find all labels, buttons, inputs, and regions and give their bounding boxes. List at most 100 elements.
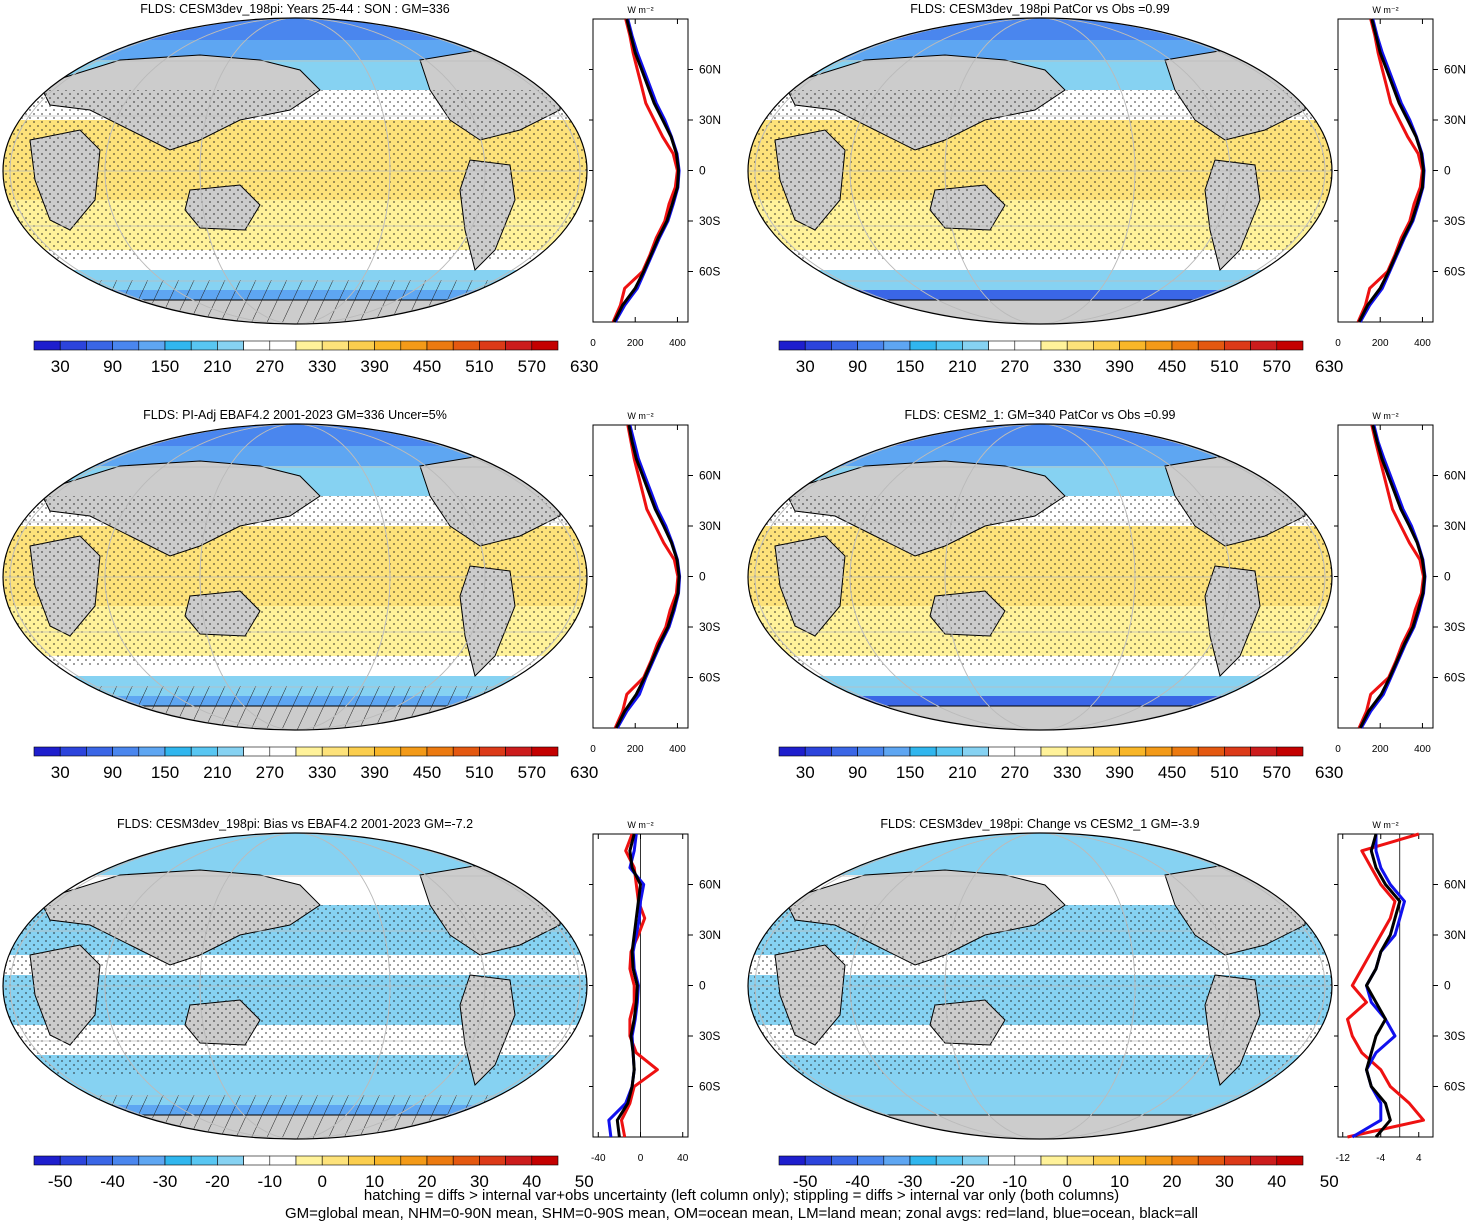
colorbar-swatch bbox=[962, 746, 989, 757]
colorbar-swatch bbox=[86, 746, 113, 757]
colorbar-label: 90 bbox=[103, 357, 122, 376]
x-tick-label: 0 bbox=[638, 1153, 644, 1164]
colorbar-label: 390 bbox=[1105, 763, 1133, 782]
zonal-frame bbox=[592, 424, 689, 729]
colorbar-swatch bbox=[269, 1155, 297, 1166]
colorbar-swatch bbox=[269, 340, 297, 351]
colorbar-swatch bbox=[479, 340, 506, 351]
colorbar-swatch bbox=[857, 1155, 885, 1166]
colorbar-swatch bbox=[505, 1155, 533, 1166]
y-tick-label: 0 bbox=[699, 570, 706, 584]
y-tick-label: 0 bbox=[1444, 570, 1451, 584]
longitude-line bbox=[849, 833, 1231, 1139]
colorbar-label: 150 bbox=[151, 763, 179, 782]
y-tick-label: 0 bbox=[1444, 979, 1451, 993]
colorbar-label: -30 bbox=[153, 1172, 178, 1191]
y-tick-label: 60N bbox=[1444, 878, 1466, 892]
y-tick-label: 30N bbox=[699, 519, 721, 533]
colorbar-label: 10 bbox=[365, 1172, 384, 1191]
x-tick-label: -12 bbox=[1336, 1153, 1351, 1164]
colorbar-label: 570 bbox=[1263, 357, 1291, 376]
colorbar-swatch bbox=[1197, 1155, 1225, 1166]
colorbar-label: 450 bbox=[1158, 357, 1186, 376]
x-tick-label: 400 bbox=[669, 744, 686, 755]
colorbar-swatch bbox=[988, 746, 1016, 757]
colorbar-label: 510 bbox=[465, 763, 493, 782]
zonal-curve-all bbox=[1358, 424, 1427, 729]
colorbar-swatch bbox=[374, 746, 402, 757]
y-tick-label: 30S bbox=[1444, 1029, 1465, 1043]
colorbar-swatch bbox=[479, 1155, 506, 1166]
y-tick-label: 60N bbox=[1444, 63, 1466, 77]
colorbar-swatch bbox=[112, 746, 140, 757]
colorbar-swatch bbox=[112, 1155, 140, 1166]
colorbar-swatch bbox=[348, 746, 375, 757]
colorbar-label: 330 bbox=[1053, 357, 1081, 376]
colorbar-swatch bbox=[321, 1155, 349, 1166]
hatching bbox=[60, 1095, 540, 1139]
x-tick-label: 400 bbox=[1414, 744, 1431, 755]
colorbar-swatch bbox=[243, 1155, 271, 1166]
longitude-line bbox=[9, 833, 581, 1139]
colorbar-swatch bbox=[426, 340, 454, 351]
colorbar-swatch bbox=[269, 746, 297, 757]
x-tick-label: 40 bbox=[677, 1153, 689, 1164]
colorbar-label: 50 bbox=[575, 1172, 594, 1191]
longitude-line bbox=[944, 424, 1136, 730]
zonal-units: W m⁻² bbox=[1372, 5, 1398, 15]
colorbar-label: 270 bbox=[1001, 357, 1029, 376]
colorbar-label: 10 bbox=[1110, 1172, 1129, 1191]
colorbar-label: -20 bbox=[950, 1172, 975, 1191]
y-tick-label: 30N bbox=[699, 113, 721, 127]
stippling bbox=[3, 496, 587, 666]
map-outline bbox=[2, 423, 588, 731]
zonal-curve-all bbox=[1365, 833, 1402, 1138]
colorbar-swatch bbox=[1224, 340, 1251, 351]
zonal-curve-all bbox=[615, 833, 642, 1138]
colorbar-label: 630 bbox=[570, 357, 598, 376]
colorbar-label: 630 bbox=[1315, 763, 1343, 782]
y-tick-label: 30N bbox=[1444, 113, 1466, 127]
colorbar-label: 450 bbox=[413, 357, 441, 376]
zonal-panel: W m⁻² 60N 30N 0 30S 60S 0 200 400 bbox=[1334, 5, 1466, 349]
map-panel: FLDS: CESM3dev_198pi: Change vs CESM2_1 … bbox=[747, 817, 1339, 1191]
colorbar-label: -40 bbox=[100, 1172, 125, 1191]
x-tick-label: 200 bbox=[627, 744, 644, 755]
y-tick-label: 30N bbox=[1444, 519, 1466, 533]
colorbar-label: 630 bbox=[570, 763, 598, 782]
colorbar-label: 330 bbox=[308, 357, 336, 376]
colorbar-label: -50 bbox=[48, 1172, 73, 1191]
map-panel: FLDS: CESM2_1: GM=340 PatCor vs Obs =0.9… bbox=[747, 408, 1343, 782]
y-tick-label: 60N bbox=[699, 63, 721, 77]
colorbar-swatch bbox=[1014, 340, 1042, 351]
hatching bbox=[60, 686, 540, 730]
colorbar-label: 90 bbox=[848, 357, 867, 376]
colorbar-swatch bbox=[1119, 1155, 1147, 1166]
map-band bbox=[748, 833, 1332, 875]
map-band bbox=[748, 270, 1332, 290]
colorbar-label: 30 bbox=[796, 357, 815, 376]
map-band bbox=[3, 424, 587, 446]
stippling bbox=[3, 905, 587, 1075]
zonal-panel: W m⁻² 60N 30N 0 30S 60S 0 200 400 bbox=[589, 411, 721, 755]
colorbar-swatch bbox=[505, 340, 533, 351]
colorbar-swatch bbox=[1276, 1155, 1304, 1166]
y-tick-label: 60N bbox=[1444, 469, 1466, 483]
colorbar-swatch bbox=[1014, 1155, 1042, 1166]
colorbar-swatch bbox=[831, 1155, 858, 1166]
longitude-line bbox=[849, 18, 1231, 324]
map-band bbox=[3, 18, 587, 40]
colorbar-swatch bbox=[33, 746, 61, 757]
colorbar-swatch bbox=[164, 1155, 192, 1166]
colorbar-swatch bbox=[962, 1155, 989, 1166]
longitude-line bbox=[199, 424, 391, 730]
colorbar-swatch bbox=[778, 746, 806, 757]
colorbar-label: 270 bbox=[256, 763, 284, 782]
colorbar-swatch bbox=[1093, 1155, 1120, 1166]
y-tick-label: 60S bbox=[699, 265, 720, 279]
colorbar-swatch bbox=[1171, 1155, 1199, 1166]
colorbar-label: -30 bbox=[898, 1172, 923, 1191]
colorbar-label: 630 bbox=[1315, 357, 1343, 376]
y-tick-label: 30S bbox=[1444, 620, 1465, 634]
footer-note-hatching: hatching = diffs > internal var+obs unce… bbox=[363, 1187, 1120, 1204]
